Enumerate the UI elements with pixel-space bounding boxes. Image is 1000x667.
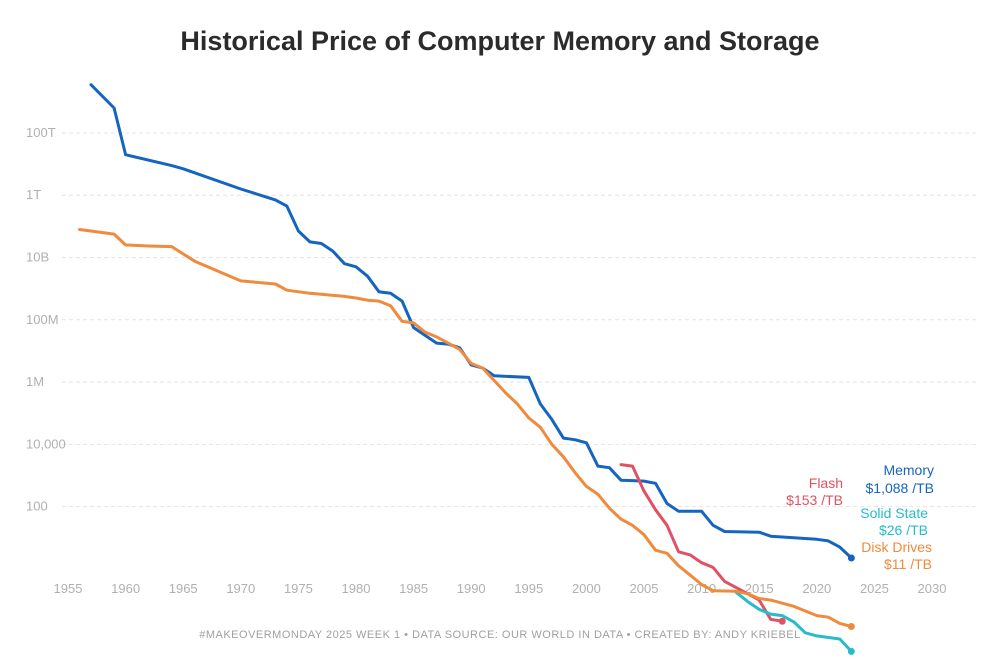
solid-state-name-label: Solid State: [860, 505, 928, 521]
x-tick-label: 1995: [514, 581, 543, 596]
solid-state-line: [734, 590, 853, 653]
y-axis-ticks: 100 10,000 1M 100M 10B 1T 100T: [26, 125, 66, 514]
x-tick-label: 2030: [918, 581, 947, 596]
x-tick-label: 1975: [284, 581, 313, 596]
y-tick-label: 1M: [26, 374, 44, 389]
footer-credits: #MAKEOVERMONDAY 2025 WEEK 1 • DATA SOURC…: [199, 629, 801, 641]
disk-drives-line: [78, 228, 853, 628]
solid-state-value-label: $26 /TB: [879, 522, 928, 538]
x-tick-label: 2025: [860, 581, 889, 596]
x-tick-label: 1960: [111, 581, 140, 596]
y-tick-label: 10B: [26, 250, 49, 265]
y-tick-label: 1T: [26, 187, 41, 202]
x-tick-label: 1955: [54, 581, 83, 596]
grid-lines: [62, 132, 978, 508]
x-tick-label: 2005: [630, 581, 659, 596]
flash-name-label: Flash: [809, 475, 843, 491]
x-tick-label: 1970: [226, 581, 255, 596]
solid-state-end-point: [847, 647, 855, 655]
x-tick-label: 1965: [169, 581, 198, 596]
x-tick-label: 1990: [457, 581, 486, 596]
x-tick-label: 1980: [342, 581, 371, 596]
x-tick-label: 1985: [399, 581, 428, 596]
memory-value-label: $1,088 /TB: [866, 480, 935, 496]
disk-drives-name-label: Disk Drives: [861, 539, 932, 555]
memory-end-point: [847, 554, 855, 562]
x-tick-label: 2000: [572, 581, 601, 596]
flash-end-point: [778, 617, 786, 625]
disk-drives-value-label: $11 /TB: [884, 556, 932, 572]
y-tick-label: 100M: [26, 312, 59, 327]
chart-title: Historical Price of Computer Memory and …: [180, 26, 820, 56]
x-tick-label: 2015: [745, 581, 774, 596]
x-tick-label: 2010: [687, 581, 716, 596]
memory-name-label: Memory: [883, 462, 934, 478]
y-tick-label: 100: [26, 499, 48, 514]
memory-line: [89, 83, 853, 560]
y-tick-label: 10,000: [26, 436, 66, 451]
x-axis-ticks: 1955 1960 1965 1970 1975 1980 1985 1990 1995 2000…: [54, 581, 947, 596]
flash-value-label: $153 /TB: [786, 492, 843, 508]
disk-drives-end-point: [847, 623, 855, 631]
y-tick-label: 100T: [26, 125, 56, 140]
series-lines: [78, 83, 855, 655]
x-tick-label: 2020: [802, 581, 831, 596]
series-labels: Memory $1,088 /TB Flash$153 /TB Solid State…: [786, 462, 934, 572]
